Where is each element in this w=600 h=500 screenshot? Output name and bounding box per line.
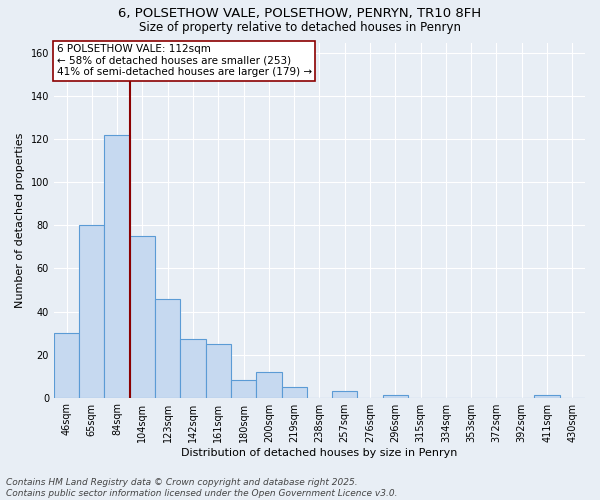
- Y-axis label: Number of detached properties: Number of detached properties: [15, 132, 25, 308]
- Bar: [181, 340, 206, 398]
- Bar: [54, 333, 79, 398]
- Bar: [130, 236, 155, 398]
- Bar: [535, 396, 560, 398]
- Bar: [281, 387, 307, 398]
- Bar: [79, 226, 104, 398]
- Bar: [104, 135, 130, 398]
- Bar: [332, 391, 358, 398]
- Bar: [231, 380, 256, 398]
- Text: Size of property relative to detached houses in Penryn: Size of property relative to detached ho…: [139, 21, 461, 34]
- Bar: [206, 344, 231, 398]
- Text: Contains HM Land Registry data © Crown copyright and database right 2025.
Contai: Contains HM Land Registry data © Crown c…: [6, 478, 398, 498]
- Text: 6 POLSETHOW VALE: 112sqm
← 58% of detached houses are smaller (253)
41% of semi-: 6 POLSETHOW VALE: 112sqm ← 58% of detach…: [56, 44, 311, 78]
- Bar: [155, 298, 181, 398]
- X-axis label: Distribution of detached houses by size in Penryn: Distribution of detached houses by size …: [181, 448, 458, 458]
- Text: 6, POLSETHOW VALE, POLSETHOW, PENRYN, TR10 8FH: 6, POLSETHOW VALE, POLSETHOW, PENRYN, TR…: [118, 8, 482, 20]
- Bar: [256, 372, 281, 398]
- Bar: [383, 396, 408, 398]
